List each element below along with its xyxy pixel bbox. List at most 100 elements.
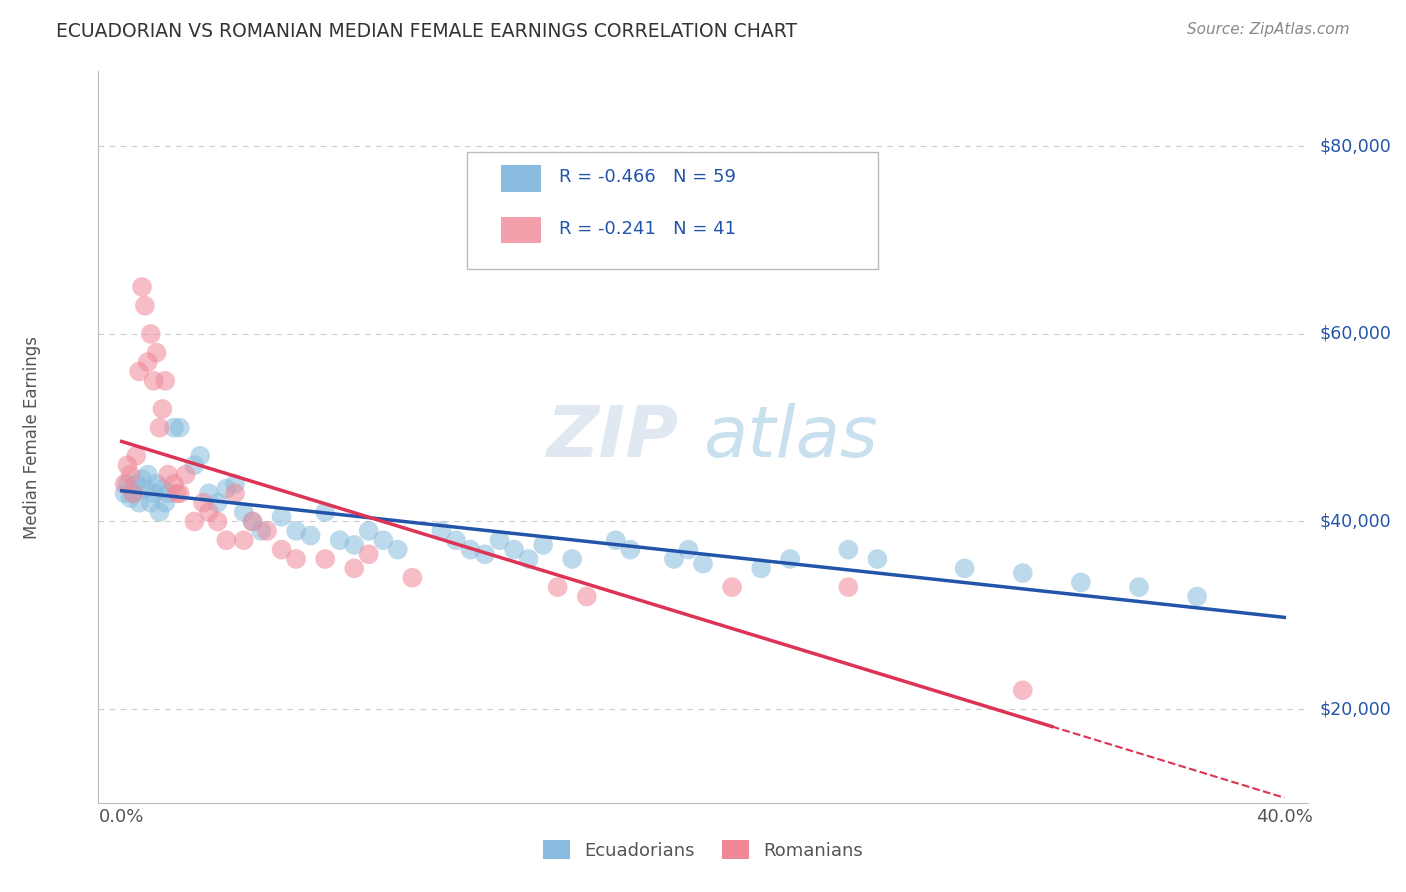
Point (343, 561, 366, 575)
Point (430, 524, 453, 538)
Point (120, 467, 142, 482)
Point (1128, 580, 1150, 594)
Point (224, 477, 246, 491)
Point (953, 561, 976, 575)
Point (662, 552, 685, 566)
Point (232, 505, 254, 519)
Point (401, 571, 423, 585)
Point (163, 477, 186, 491)
FancyBboxPatch shape (501, 166, 541, 192)
Point (207, 515, 229, 529)
Point (1185, 590, 1208, 604)
Point (142, 486, 165, 500)
Point (619, 542, 641, 557)
Point (198, 505, 221, 519)
Point (169, 486, 191, 500)
Point (678, 542, 700, 557)
Point (242, 515, 264, 529)
Point (314, 505, 336, 519)
Point (692, 557, 714, 571)
Point (198, 486, 221, 500)
Point (120, 491, 142, 505)
Point (163, 420, 186, 434)
Point (256, 524, 278, 538)
Point (150, 482, 173, 496)
Point (721, 580, 744, 594)
Point (299, 528, 322, 542)
Point (157, 467, 180, 482)
Text: R = -0.241   N = 41: R = -0.241 N = 41 (560, 219, 737, 237)
Point (1011, 566, 1033, 580)
Point (128, 496, 150, 510)
Point (749, 561, 772, 575)
Point (139, 326, 162, 341)
Point (242, 515, 264, 529)
Text: $40,000: $40,000 (1320, 513, 1392, 531)
Text: Median Female Earnings: Median Female Earnings (22, 335, 41, 539)
Point (188, 449, 211, 463)
Point (232, 533, 254, 548)
Point (270, 509, 292, 524)
Point (157, 486, 180, 500)
Point (122, 486, 145, 500)
Point (779, 552, 801, 566)
Text: R = -0.466   N = 59: R = -0.466 N = 59 (560, 169, 737, 186)
Point (136, 467, 159, 482)
Point (155, 496, 177, 510)
Point (122, 486, 145, 500)
Point (148, 505, 170, 519)
Point (270, 542, 292, 557)
Text: $80,000: $80,000 (1320, 137, 1392, 155)
Text: Source: ZipAtlas.com: Source: ZipAtlas.com (1187, 22, 1350, 37)
Text: ECUADORIAN VS ROMANIAN MEDIAN FEMALE EARNINGS CORRELATION CHART: ECUADORIAN VS ROMANIAN MEDIAN FEMALE EAR… (56, 22, 797, 41)
Point (837, 542, 859, 557)
Point (150, 401, 173, 416)
Point (145, 477, 167, 491)
Point (605, 533, 627, 548)
FancyBboxPatch shape (501, 217, 541, 244)
Point (474, 547, 496, 561)
Point (488, 533, 510, 548)
Point (191, 496, 214, 510)
Point (125, 449, 148, 463)
Point (373, 533, 395, 548)
Point (547, 580, 569, 594)
Point (142, 374, 165, 388)
Point (561, 552, 583, 566)
Point (134, 482, 156, 496)
Point (125, 477, 148, 491)
Text: $60,000: $60,000 (1320, 325, 1392, 343)
Point (174, 467, 197, 482)
Legend: Ecuadorians, Romanians: Ecuadorians, Romanians (536, 833, 870, 867)
Point (343, 538, 366, 552)
Point (114, 486, 136, 500)
Point (866, 552, 889, 566)
Point (215, 482, 238, 496)
Point (329, 533, 352, 548)
Point (387, 542, 409, 557)
Point (314, 552, 336, 566)
Point (1070, 575, 1092, 590)
Point (183, 515, 205, 529)
Point (531, 538, 554, 552)
Point (155, 374, 177, 388)
Point (183, 458, 205, 473)
Point (117, 477, 139, 491)
Point (460, 542, 482, 557)
Point (207, 496, 229, 510)
Text: $20,000: $20,000 (1320, 700, 1392, 718)
Point (224, 486, 246, 500)
Point (837, 580, 859, 594)
Point (145, 345, 167, 359)
Point (139, 496, 162, 510)
Point (285, 552, 308, 566)
Point (1011, 683, 1033, 698)
Point (357, 524, 380, 538)
Point (285, 524, 308, 538)
Point (128, 364, 150, 378)
Point (131, 472, 153, 486)
Point (134, 299, 156, 313)
Text: atlas: atlas (703, 402, 877, 472)
Text: ZIP: ZIP (547, 402, 679, 472)
Point (357, 547, 380, 561)
